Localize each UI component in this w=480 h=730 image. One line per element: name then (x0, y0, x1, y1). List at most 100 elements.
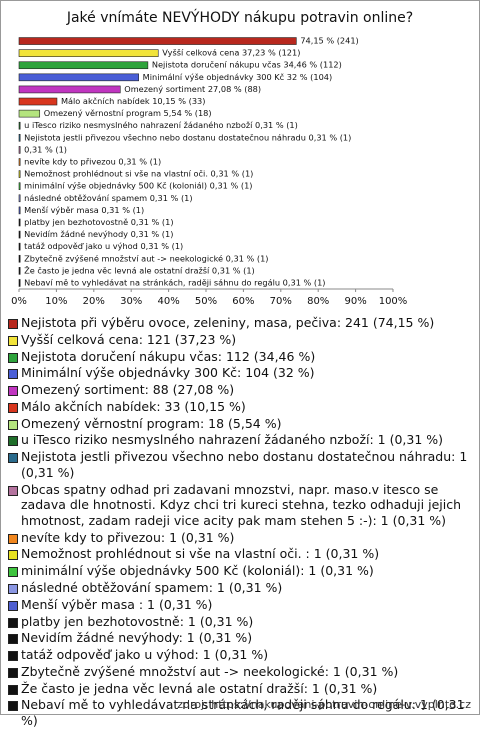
legend-label: Zbytečně zvýšené množství aut -> neekolo… (21, 663, 399, 679)
bar-label: Nebaví mě to vyhledávat na stránkách, ra… (24, 277, 325, 287)
legend-entry: nevíte kdy to přivezou: 1 (0,31 %) (7, 530, 469, 546)
bar (18, 267, 21, 275)
legend-label: Omezený sortiment: 88 (27,08 %) (21, 382, 235, 398)
legend-label: následné obtěžování spamem: 1 (0,31 %) (21, 579, 283, 595)
legend-swatch (8, 319, 18, 329)
legend-entry: Minimální výše objednávky 300 Kč: 104 (3… (7, 365, 469, 381)
legend-swatch (8, 550, 18, 561)
legend-swatch (8, 369, 18, 380)
legend-entry: tatáž odpověď jako u výhod: 1 (0,31 %) (7, 647, 469, 663)
bar (18, 158, 21, 166)
legend-label: platby jen bezhotovostně: 1 (0,31 %) (21, 613, 254, 629)
legend-label: Menší výběr masa : 1 (0,31 %) (21, 596, 213, 612)
bar (18, 182, 21, 190)
x-tick-label: 0% (11, 296, 27, 307)
legend-entry: Zbytečně zvýšené množství aut -> neekolo… (7, 664, 469, 680)
bar-label: Minimální výše objednávky 300 Kč 32 % (1… (143, 72, 333, 82)
legend-swatch (8, 684, 18, 695)
legend-entry: Nejistota jestli přivezou všechno nebo d… (7, 449, 469, 480)
legend-label: Že často je jedna věc levná ale ostatní … (21, 680, 378, 696)
bar (18, 73, 139, 82)
legend-entry: minimální výše objednávky 500 Kč (koloni… (7, 563, 469, 579)
legend-label: Nemožnost prohlédnout si vše na vlastní … (21, 546, 380, 562)
bar (18, 146, 21, 154)
legend-entry: následné obtěžování spamem: 1 (0,31 %) (7, 580, 469, 596)
bar (18, 49, 159, 57)
legend-swatch (8, 583, 18, 594)
bar (18, 121, 21, 130)
bar (18, 61, 149, 70)
bar (18, 279, 21, 287)
x-tick-label: 60% (232, 296, 254, 307)
legend-label: Nejistota jestli přivezou všechno nebo d… (21, 449, 468, 480)
bar-label: 0,31 % (1) (24, 144, 67, 154)
legend-entry: Obcas spatny odhad pri zadavani mnozstvi… (7, 482, 469, 529)
x-tick-label: 10% (45, 296, 67, 307)
legend-swatch (8, 335, 18, 346)
legend-entry: Nejistota doručení nákupu včas: 112 (34,… (7, 349, 469, 365)
legend-label: Nejistota při výběru ovoce, zeleniny, ma… (21, 315, 435, 330)
legend-entry: Omezený věrnostní program: 18 (5,54 %) (7, 416, 469, 432)
x-tick-label: 50% (195, 296, 217, 307)
bar-label: nevíte kdy to přivezou 0,31 % (1) (24, 157, 161, 167)
x-tick-label: 100% (379, 296, 408, 307)
bar-label: u iTesco riziko nesmyslného nahrazení žá… (24, 120, 298, 130)
legend-label: nevíte kdy to přivezou: 1 (0,31 %) (21, 529, 235, 545)
legend-label: Nevidím žádné nevýhody: 1 (0,31 %) (21, 630, 253, 646)
legend-label: Nejistota doručení nákupu včas: 112 (34,… (21, 348, 316, 364)
legend-label: Málo akčních nabídek: 33 (10,15 %) (21, 398, 246, 414)
bar-label: Zbytečně zvýšené množství aut -> neekolo… (24, 253, 268, 263)
legend-swatch (8, 386, 18, 397)
legend-swatch (8, 600, 18, 611)
bar-label: Nejistota doručení nákupu včas 34,46 % (… (152, 60, 342, 70)
legend-swatch (8, 701, 18, 712)
legend-entry: platby jen bezhotovostně: 1 (0,31 %) (7, 614, 469, 630)
legend-label: Obcas spatny odhad pri zadavani mnozstvi… (21, 481, 461, 528)
bar-label: platby jen bezhotovostně 0,31 % (1) (24, 217, 173, 227)
legend-label: u iTesco riziko nesmyslného nahrazení žá… (21, 432, 444, 448)
legend-swatch (8, 485, 18, 496)
bar (18, 109, 41, 118)
bar (18, 218, 21, 227)
chart-title: Jaké vnímáte NEVÝHODY nákupu potravin on… (66, 9, 413, 26)
legend-swatch (8, 667, 18, 678)
x-tick-label: 20% (83, 296, 105, 307)
legend-label: Minimální výše objednávky 300 Kč: 104 (3… (21, 365, 315, 381)
legend-entry: Nemožnost prohlédnout si vše na vlastní … (7, 546, 469, 562)
bar-label: Nejistota jestli přivezou všechno nebo d… (24, 132, 351, 142)
legend-entry: Nejistota při výběru ovoce, zeleniny, ma… (7, 315, 469, 331)
legend-swatch (8, 567, 18, 578)
bar-label: Omezený věrnostní program 5,54 % (18) (44, 108, 212, 118)
bar (18, 134, 21, 142)
legend-entry: Omezený sortiment: 88 (27,08 %) (7, 382, 469, 398)
legend-label: minimální výše objednávky 500 Kč (koloni… (21, 563, 374, 579)
legend-swatch (8, 533, 18, 544)
legend-label: Vyšší celková cena: 121 (37,23 %) (21, 331, 237, 347)
bar-label: Omezený sortiment 27,08 % (88) (124, 84, 261, 94)
legend: Nejistota při výběru ovoce, zeleniny, ma… (7, 315, 469, 730)
legend-entry: Vyšší celková cena: 121 (37,23 %) (7, 332, 469, 348)
legend-entry: Nevidím žádné nevýhody: 1 (0,31 %) (7, 630, 469, 646)
legend-swatch (8, 352, 18, 363)
bar (18, 37, 297, 45)
bar-label: Málo akčních nabídek 10,15 % (33) (61, 96, 205, 106)
chart: Jaké vnímáte NEVÝHODY nákupu potravin on… (11, 9, 413, 307)
x-tick-label: 70% (270, 296, 292, 307)
legend-swatch (8, 419, 18, 430)
bar (18, 170, 21, 178)
legend-label: Omezený věrnostní program: 18 (5,54 %) (21, 415, 282, 431)
bar-label: 74,15 % (241) (300, 36, 358, 46)
bar (18, 97, 58, 106)
bar-label: Menší výběr masa 0,31 % (1) (24, 205, 144, 215)
x-tick-label: 40% (157, 296, 179, 307)
source: zdroj: https://nakupovani-potravin-onlin… (177, 698, 471, 711)
x-tick-label: 80% (307, 296, 329, 307)
legend-swatch (8, 617, 18, 628)
legend-swatch (8, 402, 18, 413)
bar-label: Nemožnost prohlédnout si vše na vlastní … (24, 169, 253, 179)
legend-swatch (8, 651, 18, 662)
bar-label: Že často je jedna věc levná ale ostatní … (24, 264, 255, 275)
bar-label: minimální výše objednávky 500 Kč (koloni… (24, 181, 252, 191)
bar-label: tatáž odpověď jako u výhod 0,31 % (1) (24, 241, 183, 251)
